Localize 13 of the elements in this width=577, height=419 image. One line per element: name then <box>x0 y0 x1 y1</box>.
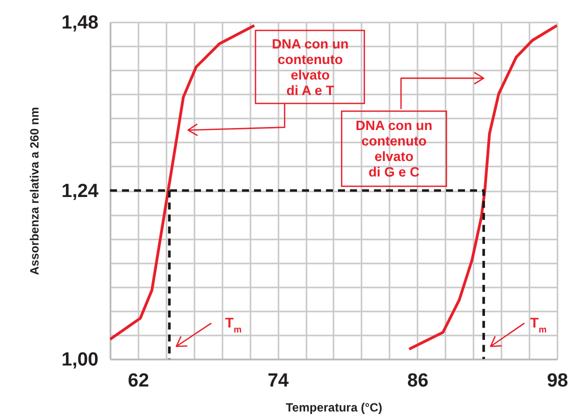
annotation: DNA con un contenuto elvato di A e T <box>272 36 349 98</box>
annotation: T$_{m}$ <box>225 314 242 334</box>
y-tick-label: 1,48 <box>62 12 98 34</box>
x-tick-label: 74 <box>268 370 290 392</box>
y-tick-label: 1,00 <box>62 350 98 370</box>
x-axis-title: Temperatura (°C) <box>286 400 382 414</box>
x-tick-label: 62 <box>128 370 150 392</box>
x-tick-label: 86 <box>407 370 428 392</box>
y-tick-label: 1,24 <box>62 181 99 202</box>
y-axis-title: Assorbenza relativa a 260 nm <box>28 106 42 276</box>
annotation: DNA con un contenuto elvato di G e C <box>356 118 432 180</box>
annotation: T$_{m}$ <box>530 314 547 334</box>
x-tick-label: 98 <box>546 370 568 392</box>
